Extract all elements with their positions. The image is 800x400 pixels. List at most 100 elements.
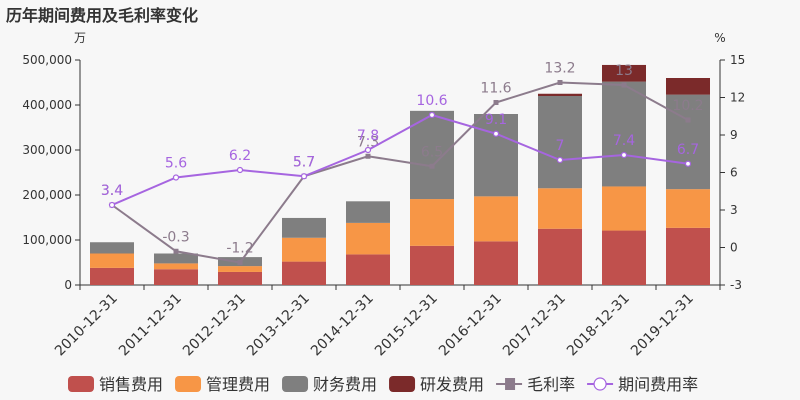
bar-segment-0 (282, 261, 326, 285)
right-tick-label: 0 (730, 241, 738, 255)
bar-segment-0 (218, 271, 262, 285)
x-tick-label: 2013-12-31 (244, 291, 313, 360)
expense-rate-point (364, 146, 372, 154)
bar-segment-1 (538, 188, 582, 229)
expense-rate-point (428, 111, 436, 119)
x-tick-label: 2010-12-31 (52, 291, 121, 360)
x-tick-label: 2018-12-31 (564, 291, 633, 360)
series-line-1 (111, 113, 689, 206)
data-label: 3.4 (101, 183, 123, 199)
bar-segment-1 (602, 186, 646, 231)
right-tick-label: -3 (730, 278, 742, 292)
legend-swatch-1 (175, 376, 202, 392)
gross-margin-point (621, 82, 627, 88)
x-tick-label: 2017-12-31 (500, 291, 569, 360)
bar-segment-2 (666, 94, 710, 190)
x-tick-label: 2014-12-31 (308, 291, 377, 360)
legend-marker-4 (505, 378, 516, 390)
expense-rate-point (556, 156, 564, 164)
bar-segment-0 (154, 269, 198, 285)
gross-margin-point (173, 248, 179, 254)
expense-rate-point (172, 174, 180, 181)
left-tick-label: 200,000 (22, 188, 72, 202)
bar-segment-0 (346, 254, 390, 285)
data-label: 9.1 (485, 112, 507, 128)
legend-label-3: 研发费用 (420, 375, 484, 394)
bar-segment-1 (666, 189, 710, 228)
bar-segment-2 (474, 114, 518, 197)
x-tick-label: 2012-12-31 (180, 291, 249, 360)
gross-margin-point (365, 153, 371, 159)
bar-segment-0 (410, 245, 454, 285)
right-tick-label: 3 (730, 203, 738, 217)
expense-rate-point (492, 130, 500, 137)
expense-rate-point (684, 160, 692, 167)
bar-segment-2 (346, 201, 390, 223)
bar-segment-1 (346, 222, 390, 255)
right-tick-label: 12 (730, 91, 745, 105)
x-tick-label: 2016-12-31 (436, 291, 505, 360)
data-label: 7.8 (357, 128, 379, 144)
data-label: 7.4 (613, 133, 635, 149)
data-label: 13.2 (544, 61, 575, 77)
bar-segment-3 (538, 93, 582, 96)
left-tick-label: 400,000 (22, 98, 72, 112)
right-axis-unit: % (714, 31, 725, 45)
bar-segment-3 (602, 64, 646, 82)
gross-margin-point (429, 163, 435, 169)
data-label: 10.6 (416, 93, 447, 109)
left-tick-label: 100,000 (22, 233, 72, 247)
bar-segment-2 (90, 242, 134, 254)
legend-label-2: 财务费用 (313, 375, 377, 394)
data-label: 6.7 (677, 142, 699, 158)
legend-label-5: 期间费用率 (618, 375, 698, 394)
data-label: 10.2 (672, 98, 703, 114)
series-line-0 (111, 81, 689, 264)
right-tick-label: 9 (730, 128, 738, 142)
data-label: 7 (556, 138, 565, 154)
legend-swatch-0 (68, 376, 94, 392)
gross-margin-point (493, 100, 499, 105)
x-tick-label: 2015-12-31 (372, 291, 441, 360)
chart-title: 历年期间费用及毛利率变化 (6, 6, 199, 25)
bar-segment-2 (154, 253, 198, 264)
bar-segment-2 (410, 110, 454, 200)
legend-label-0: 销售费用 (99, 375, 163, 394)
bar-segment-1 (154, 263, 198, 270)
bar-segment-1 (90, 253, 134, 268)
gross-margin-point (685, 117, 691, 123)
bar-segment-0 (90, 267, 134, 285)
left-tick-label: 300,000 (22, 143, 72, 157)
gross-margin-point (237, 260, 243, 265)
bar-segment-0 (474, 241, 518, 285)
data-label: -1.2 (226, 241, 253, 257)
bar-segment-1 (474, 196, 518, 242)
legend-swatch-3 (389, 376, 416, 392)
bar-segment-3 (666, 78, 710, 95)
data-label: 11.6 (480, 81, 511, 97)
expense-rate-point (236, 166, 244, 174)
data-label: 6.2 (229, 148, 251, 164)
expense-rate-point (108, 201, 116, 209)
left-axis-unit: 万 (74, 31, 86, 45)
data-label: -0.3 (162, 229, 189, 245)
data-label: 5.6 (165, 156, 187, 172)
left-tick-label: 0 (64, 278, 72, 292)
bar-segment-1 (410, 199, 454, 246)
bar-segment-0 (602, 230, 646, 285)
expense-rate-point (300, 173, 308, 180)
legend-marker-5 (593, 377, 607, 391)
data-label: 13 (615, 63, 633, 79)
data-label: 5.7 (293, 154, 315, 170)
bar-segment-2 (602, 81, 646, 187)
bar-segment-2 (538, 96, 582, 189)
legend-label-4: 毛利率 (527, 375, 575, 394)
expense-rate-point (620, 151, 628, 159)
data-label: 5.7 (293, 154, 315, 170)
data-label: 6.5 (421, 144, 443, 160)
right-tick-label: 6 (730, 166, 738, 180)
bar-segment-2 (282, 217, 326, 238)
data-label: 3.4 (101, 183, 123, 199)
